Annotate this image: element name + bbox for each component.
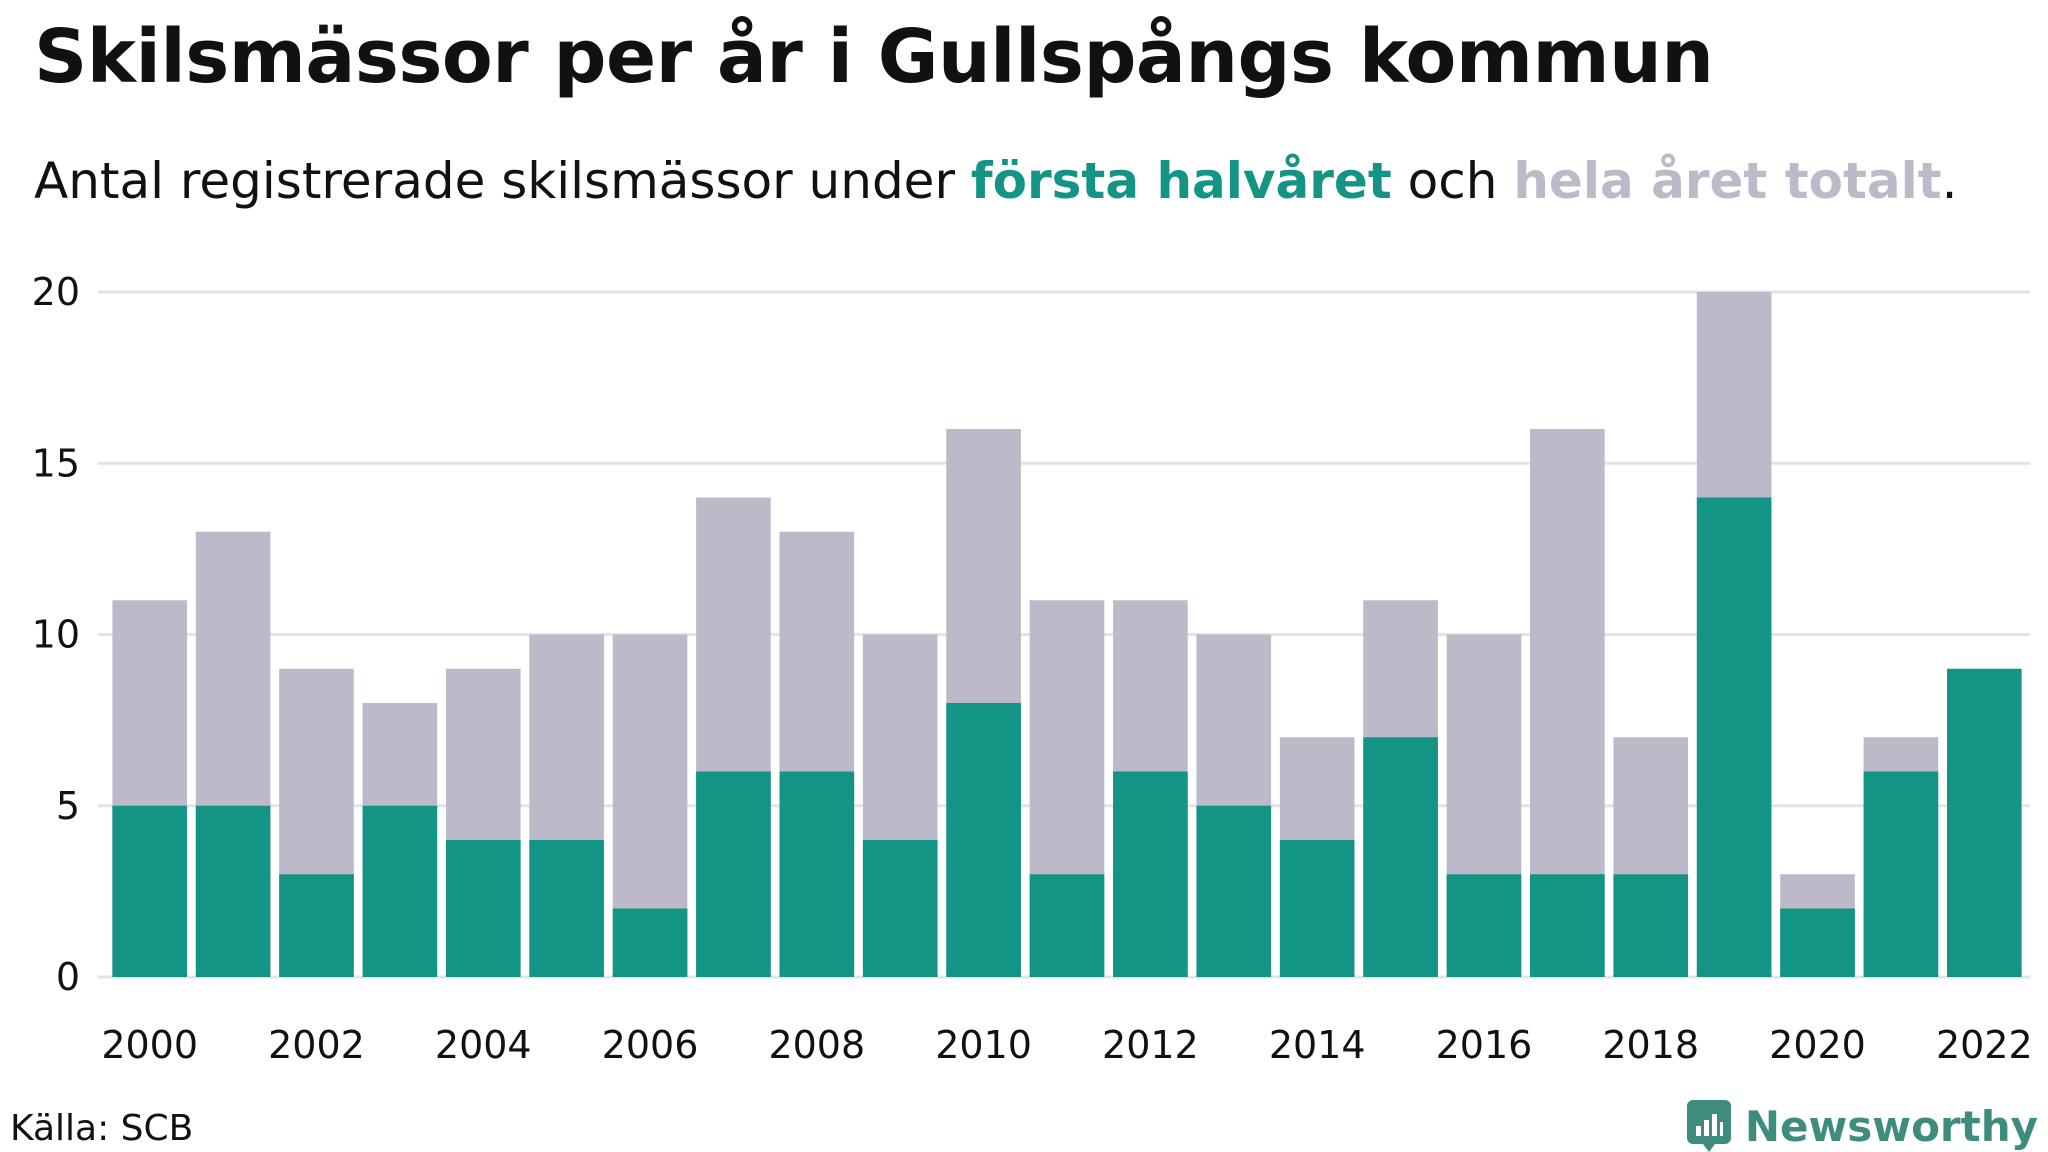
bar-first-half-2006 <box>612 908 688 977</box>
bar-first-half-2010 <box>946 703 1021 977</box>
x-tick-label: 2004 <box>435 1023 532 1067</box>
bar-first-half-2013 <box>1196 805 1272 977</box>
bar-first-half-2021 <box>1863 771 1939 977</box>
y-tick-label: 5 <box>56 784 80 828</box>
legend-total: hela året totalt <box>1513 152 1942 210</box>
legend-first-half: första halvåret <box>970 152 1392 210</box>
x-tick-label: 2018 <box>1602 1023 1699 1067</box>
bar-first-half-2007 <box>696 771 771 977</box>
bar-first-half-2011 <box>1029 874 1105 977</box>
y-tick-label: 15 <box>32 441 80 485</box>
page-title: Skilsmässor per år i Gullspångs kommun <box>34 14 1714 100</box>
source-note: Källa: SCB <box>10 1108 194 1149</box>
x-axis: 2000 2002 2004 2006 2008 2010 2012 2014 2016 2018… <box>101 1023 2032 1067</box>
subtitle-suffix: . <box>1941 152 1958 210</box>
bar-first-half-2001 <box>195 805 271 977</box>
y-tick-label: 20 <box>32 270 80 314</box>
bar-first-half-2012 <box>1113 771 1188 977</box>
bar-first-half-2002 <box>279 874 354 977</box>
bar-first-half-2014 <box>1279 840 1355 977</box>
brand: Newsworthy <box>1686 1100 2038 1152</box>
bars <box>112 292 2022 977</box>
bar-first-half-2000 <box>112 805 188 977</box>
bar-first-half-2005 <box>529 840 604 977</box>
y-tick-label: 0 <box>56 955 80 999</box>
bar-first-half-2017 <box>1530 874 1605 977</box>
bar-first-half-2015 <box>1363 737 1438 977</box>
x-tick-label: 2006 <box>602 1023 699 1067</box>
x-tick-label: 2012 <box>1102 1023 1199 1067</box>
x-tick-label: 2020 <box>1769 1023 1866 1067</box>
bar-first-half-2020 <box>1780 908 1855 977</box>
bar-first-half-2008 <box>779 771 855 977</box>
bar-first-half-2019 <box>1696 497 1772 977</box>
bar-first-half-2003 <box>362 805 438 977</box>
bar-first-half-2004 <box>445 840 521 977</box>
x-tick-label: 2000 <box>101 1023 198 1067</box>
bar-first-half-2009 <box>862 840 938 977</box>
bar-first-half-2016 <box>1446 874 1522 977</box>
x-tick-label: 2008 <box>768 1023 865 1067</box>
x-tick-label: 2010 <box>935 1023 1032 1067</box>
subtitle: Antal registrerade skilsmässor under för… <box>34 152 1958 210</box>
x-tick-label: 2002 <box>268 1023 365 1067</box>
subtitle-prefix: Antal registrerade skilsmässor under <box>34 152 971 210</box>
bar-first-half-2022 <box>1946 668 2022 977</box>
y-tick-label: 10 <box>32 613 80 657</box>
bar-chart: 0 5 10 15 20 2000 2002 2004 2006 2008 2010 2012 201… <box>32 270 2033 1067</box>
newsworthy-logo-icon <box>1686 1100 1731 1152</box>
brand-name: Newsworthy <box>1744 1101 2038 1151</box>
subtitle-middle: och <box>1391 152 1514 210</box>
y-axis: 0 5 10 15 20 <box>32 270 80 999</box>
x-tick-label: 2014 <box>1269 1023 1366 1067</box>
x-tick-label: 2016 <box>1436 1023 1533 1067</box>
x-tick-label: 2022 <box>1936 1023 2033 1067</box>
bar-first-half-2018 <box>1613 874 1689 977</box>
